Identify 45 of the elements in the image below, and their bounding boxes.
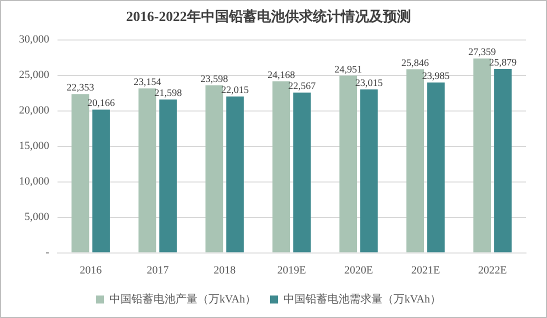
data-label: 25,846 bbox=[401, 58, 429, 69]
data-label: 24,951 bbox=[334, 64, 362, 76]
x-tick-label: 2018 bbox=[214, 264, 236, 276]
bar bbox=[494, 69, 512, 252]
data-label: 20,166 bbox=[87, 98, 115, 110]
bar bbox=[427, 82, 445, 252]
bar bbox=[339, 76, 358, 252]
bar bbox=[72, 94, 90, 252]
y-tick-label: 10,000 bbox=[19, 176, 50, 188]
data-label: 24,168 bbox=[267, 70, 295, 81]
bar bbox=[473, 58, 491, 252]
legend-label: 中国铅蓄电池产量（万kVAh） bbox=[110, 292, 256, 306]
y-tick-label: - bbox=[46, 246, 50, 259]
bar bbox=[92, 110, 110, 252]
data-label: 25,879 bbox=[489, 58, 517, 69]
bar bbox=[360, 89, 378, 252]
y-tick-label: 5,000 bbox=[24, 211, 50, 224]
x-tick-label: 2019E bbox=[277, 264, 306, 276]
bar bbox=[272, 81, 290, 252]
legend-label: 中国铅蓄电池需求量（万kVAh） bbox=[284, 292, 441, 306]
data-label: 23,985 bbox=[422, 71, 450, 82]
bar bbox=[226, 96, 244, 252]
data-label: 23,015 bbox=[355, 78, 383, 90]
x-tick-label: 2022E bbox=[478, 264, 508, 276]
bar bbox=[159, 99, 177, 252]
data-label: 22,567 bbox=[288, 81, 316, 92]
bar bbox=[205, 85, 224, 252]
bar bbox=[406, 69, 424, 252]
bar bbox=[138, 88, 156, 252]
x-tick-label: 2017 bbox=[146, 264, 170, 276]
y-tick-label: 15,000 bbox=[19, 140, 50, 152]
data-label: 22,353 bbox=[66, 82, 94, 94]
x-tick-label: 2021E bbox=[411, 264, 440, 276]
y-tick-label: 25,000 bbox=[19, 69, 50, 82]
x-tick-label: 2020E bbox=[344, 264, 374, 276]
x-tick-label: 2016 bbox=[80, 264, 102, 276]
data-label: 21,598 bbox=[154, 88, 182, 100]
y-tick-label: 30,000 bbox=[19, 34, 50, 46]
chart-title: 2016-2022年中国铅蓄电池供求统计情况及预测 bbox=[126, 8, 411, 26]
data-label: 23,598 bbox=[200, 74, 228, 85]
data-label: 22,015 bbox=[221, 85, 249, 96]
data-label: 23,154 bbox=[134, 77, 162, 88]
y-tick-label: 20,000 bbox=[19, 104, 50, 117]
bar bbox=[293, 92, 311, 252]
data-label: 27,359 bbox=[468, 47, 496, 58]
